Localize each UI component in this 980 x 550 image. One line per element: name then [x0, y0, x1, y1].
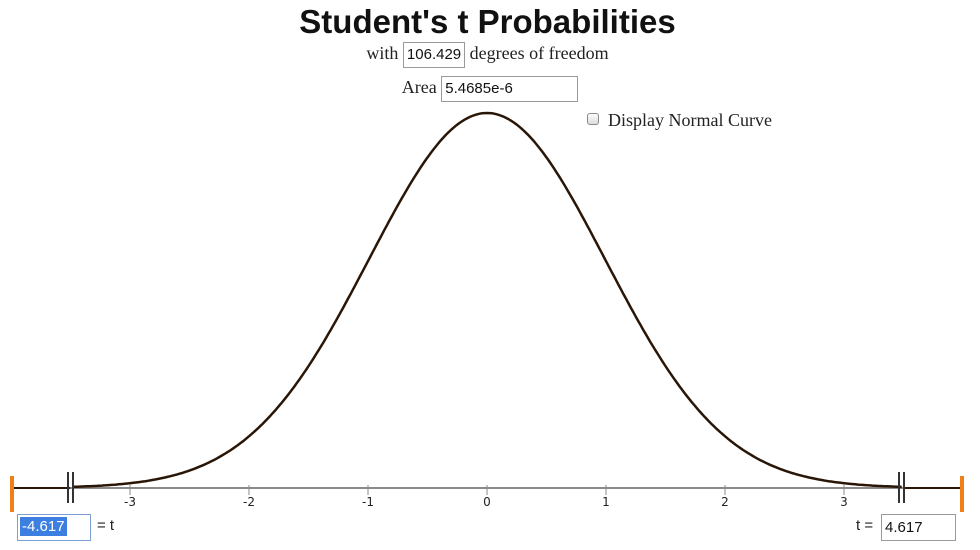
area-row: Area 5.4685e-6 [0, 76, 980, 102]
x-tick-label: -2 [243, 495, 255, 509]
normal-curve-checkbox[interactable] [587, 113, 599, 125]
left-cutoff-handle[interactable] [67, 472, 74, 503]
right-t-input[interactable]: 4.617 [881, 514, 956, 541]
right-t-label: t = [856, 517, 874, 534]
normal-curve-label: Display Normal Curve [608, 110, 772, 130]
x-tick-label: -1 [362, 495, 374, 509]
left-t-value: -4.617 [20, 517, 67, 536]
x-tick-label: 3 [840, 495, 848, 509]
x-tick-label: 0 [483, 495, 491, 509]
left-end-marker[interactable] [10, 476, 14, 512]
right-cutoff-handle[interactable] [898, 472, 905, 503]
normal-curve-toggle[interactable]: Display Normal Curve [587, 110, 772, 131]
df-row: with 106.429 degrees of freedom [0, 42, 975, 68]
x-tick-label: -3 [124, 495, 136, 509]
df-input[interactable]: 106.429 [402, 42, 466, 68]
density-curve [72, 111, 902, 489]
x-tick-label: 1 [602, 495, 610, 509]
x-tick-label: 2 [721, 495, 729, 509]
df-prefix-label: with [366, 43, 399, 64]
area-input[interactable]: 5.4685e-6 [441, 76, 579, 102]
page-title: Student's t Probabilities [299, 3, 676, 40]
left-t-input[interactable]: -4.617 [17, 514, 91, 541]
area-label: Area [401, 77, 437, 98]
left-t-suffix: = t [97, 517, 115, 534]
df-suffix-label: degrees of freedom [469, 43, 609, 64]
right-end-marker[interactable] [960, 476, 964, 512]
